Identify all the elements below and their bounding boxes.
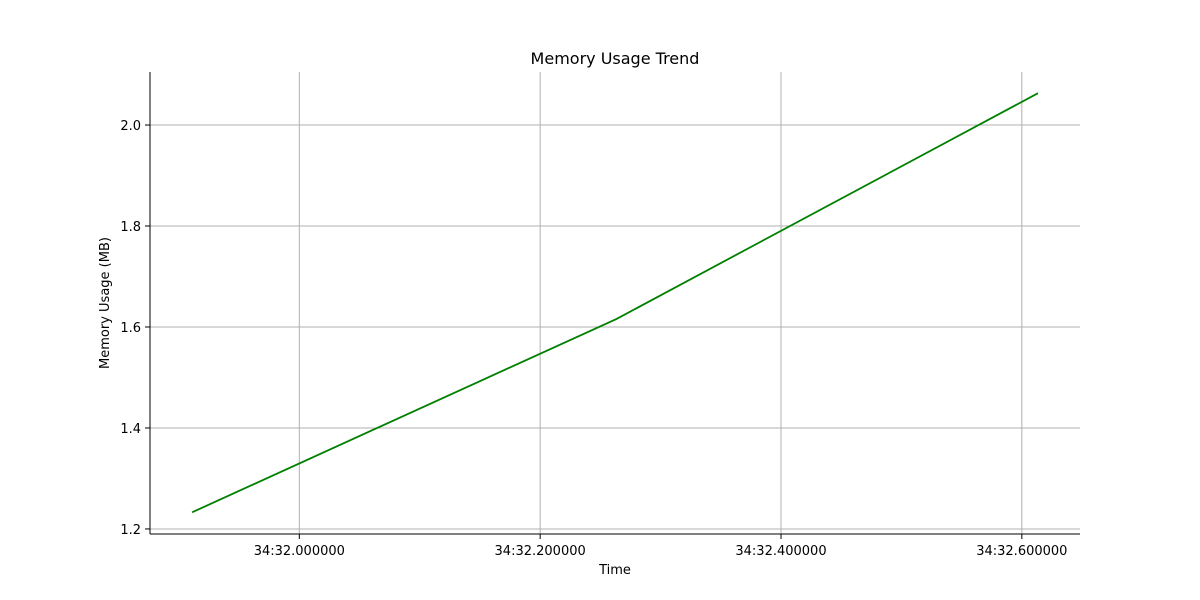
y-tick-label: 1.2 [120,523,141,538]
grid-layer [150,72,1080,534]
series-layer [191,92,1039,514]
x-tick-label: 34:32.200000 [495,544,586,559]
y-axis-title: Memory Usage (MB) [98,237,113,369]
x-tick-label: 34:32.000000 [254,544,345,559]
x-tick-label: 34:32.600000 [976,544,1067,559]
axes-layer [149,72,1080,535]
y-tick-label: 1.8 [120,220,141,235]
memory-usage-series-line [191,92,1039,514]
chart-title: Memory Usage Trend [531,49,700,68]
x-tick-label: 34:32.400000 [735,544,826,559]
ticks-layer: 34:32.000000 34:32.200000 34:32.400000 34:3… [120,119,1067,559]
x-axis-title: Time [598,563,631,578]
y-tick-label: 2.0 [120,119,141,134]
y-tick-label: 1.6 [120,321,141,336]
y-tick-label: 1.4 [120,422,141,437]
